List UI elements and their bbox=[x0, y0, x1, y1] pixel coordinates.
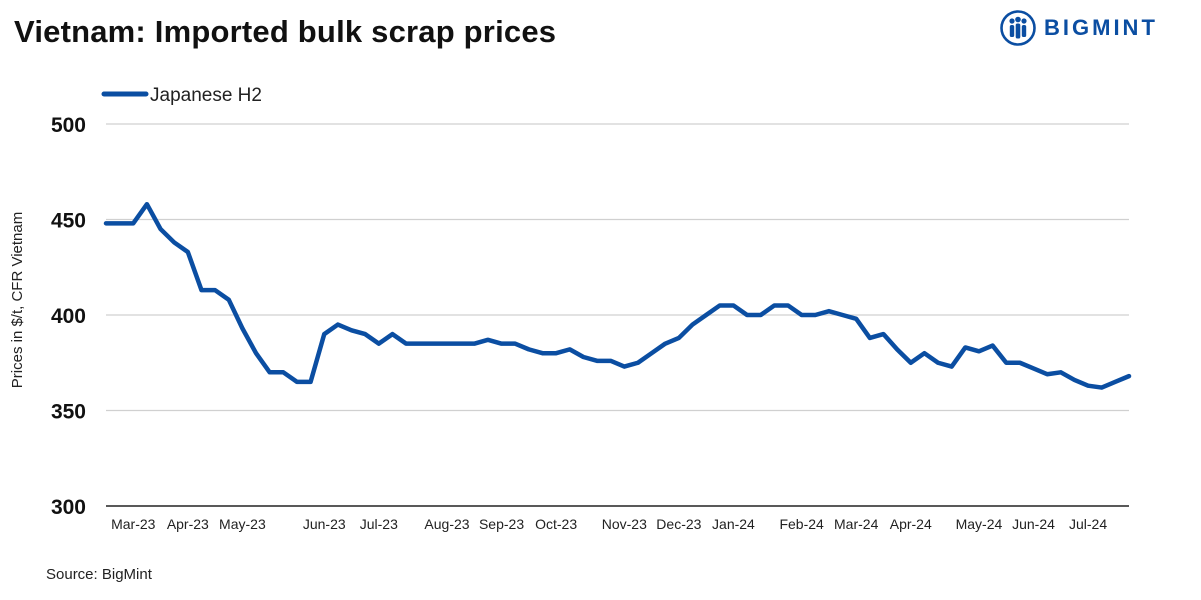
series-line-japanese-h2 bbox=[103, 201, 1132, 390]
x-tick-label: Mar-24 bbox=[834, 516, 879, 532]
brand-logo: BIGMINT bbox=[1000, 10, 1158, 46]
x-tick-label: Apr-24 bbox=[890, 516, 932, 532]
x-tick-label: Sep-23 bbox=[479, 516, 524, 532]
legend-label: Japanese H2 bbox=[150, 85, 262, 106]
y-tick-label: 450 bbox=[51, 210, 86, 233]
x-tick-label: Jul-24 bbox=[1069, 516, 1107, 532]
x-tick-label: Apr-23 bbox=[167, 516, 209, 532]
x-tick-label: Dec-23 bbox=[656, 516, 701, 532]
legend: Japanese H2 bbox=[101, 85, 262, 106]
chart-title: Vietnam: Imported bulk scrap prices bbox=[14, 14, 557, 49]
x-tick-label: Jun-23 bbox=[303, 516, 346, 532]
gridlines bbox=[106, 123, 1129, 412]
x-tick-label: Nov-23 bbox=[602, 516, 647, 532]
x-axis-ticks: Mar-23 Apr-23 May-23 Jun-23 Jul-23 Aug-23 Sep-… bbox=[111, 516, 1107, 532]
y-tick-label: 300 bbox=[51, 496, 86, 519]
source-note: Source: BigMint bbox=[46, 566, 152, 583]
x-tick-label: Feb-24 bbox=[779, 516, 824, 532]
people-group-logo-icon bbox=[1000, 10, 1036, 46]
x-tick-label: Jan-24 bbox=[712, 516, 755, 532]
x-tick-label: Jun-24 bbox=[1012, 516, 1055, 532]
x-tick-label: May-24 bbox=[956, 516, 1003, 532]
x-tick-label: May-23 bbox=[219, 516, 266, 532]
y-axis-label: Prices in $/t, CFR Vietnam bbox=[9, 212, 26, 388]
y-axis-ticks: 300 350 400 450 500 bbox=[51, 114, 86, 519]
x-tick-label: Jul-23 bbox=[360, 516, 398, 532]
y-tick-label: 500 bbox=[51, 114, 86, 137]
y-tick-label: 400 bbox=[51, 305, 86, 328]
x-tick-label: Aug-23 bbox=[424, 516, 469, 532]
y-tick-label: 350 bbox=[51, 401, 86, 424]
x-tick-label: Mar-23 bbox=[111, 516, 156, 532]
brand-name: BIGMINT bbox=[1044, 15, 1158, 40]
x-tick-label: Oct-23 bbox=[535, 516, 577, 532]
